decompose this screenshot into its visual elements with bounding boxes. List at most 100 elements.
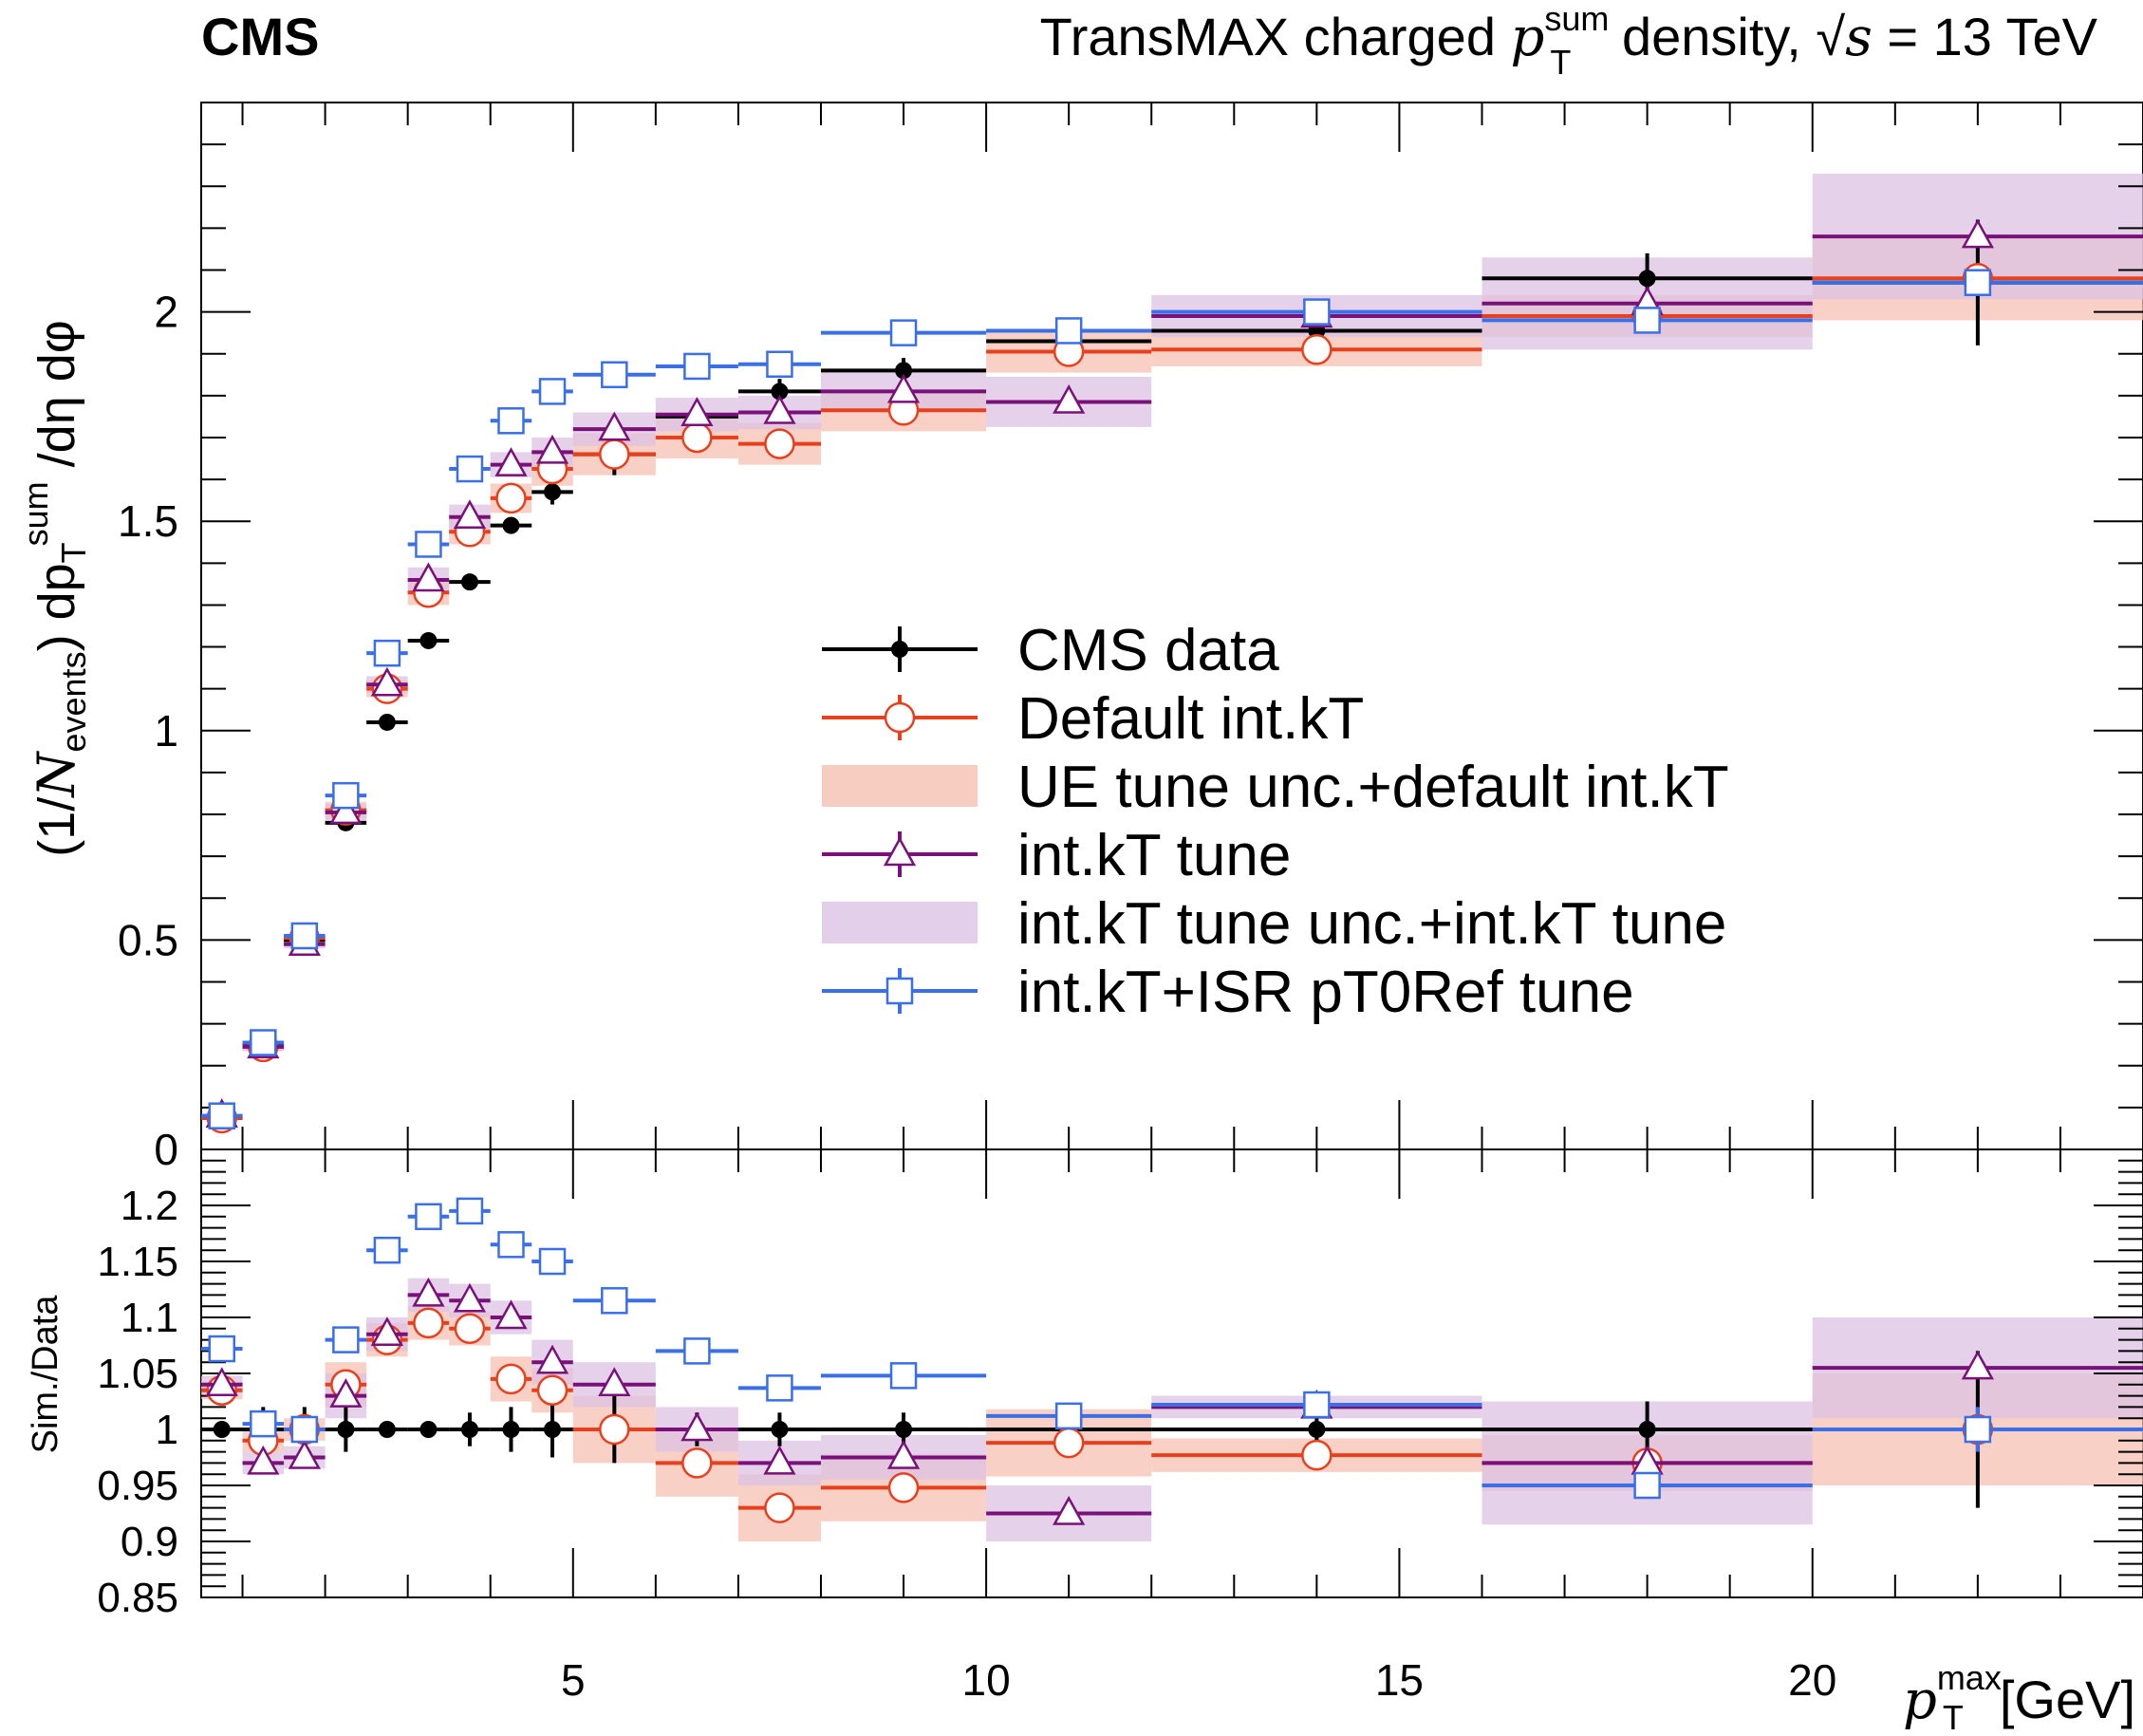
default-point bbox=[887, 1472, 920, 1503]
y-tick-label: 0.5 bbox=[118, 915, 178, 964]
legend-label: int.kT+ISR pT0Ref tune bbox=[1017, 960, 1634, 1025]
default-point bbox=[599, 439, 630, 470]
data-point bbox=[1638, 1421, 1656, 1438]
isr-point bbox=[332, 1326, 360, 1353]
data-point bbox=[895, 362, 913, 380]
data-point bbox=[1638, 270, 1656, 288]
isr-point bbox=[1964, 269, 1992, 296]
legend-swatch bbox=[822, 765, 978, 807]
y-tick-label: 1.15 bbox=[97, 1239, 178, 1285]
kt-point bbox=[494, 1299, 528, 1330]
x-tick-label: 15 bbox=[1375, 1655, 1424, 1705]
y-tick-label: 1 bbox=[154, 706, 178, 756]
isr-point bbox=[601, 361, 628, 389]
main-series bbox=[201, 218, 2143, 1134]
data-point bbox=[891, 641, 908, 658]
isr-point bbox=[290, 922, 319, 950]
y-tick-label: 0.95 bbox=[97, 1463, 178, 1509]
isr-point bbox=[766, 1374, 793, 1402]
ratio-y-axis-label: Sim./Data bbox=[26, 1295, 65, 1454]
data-point bbox=[460, 573, 478, 591]
kt-point bbox=[598, 411, 631, 441]
y-tick-label: 1 bbox=[156, 1407, 178, 1453]
isr-point bbox=[538, 378, 567, 405]
isr-point bbox=[208, 1335, 236, 1363]
isr-point bbox=[373, 639, 401, 667]
cms-brand: CMS bbox=[201, 7, 319, 66]
kt-point bbox=[535, 434, 569, 464]
kt-point bbox=[680, 397, 714, 426]
kt-point bbox=[329, 1378, 363, 1408]
default-point bbox=[536, 1374, 568, 1406]
isr-point bbox=[250, 1029, 277, 1056]
kt-point bbox=[370, 1316, 404, 1346]
data-point bbox=[419, 1421, 438, 1438]
data-point bbox=[502, 516, 520, 534]
legend-label: int.kT tune bbox=[1017, 823, 1291, 888]
kt-point bbox=[370, 666, 404, 697]
isr-point bbox=[290, 1415, 319, 1444]
isr-point bbox=[683, 1337, 711, 1365]
isr-point bbox=[415, 531, 442, 558]
kt-point bbox=[763, 1445, 796, 1475]
isr-point bbox=[208, 1102, 236, 1129]
isr-point bbox=[889, 319, 918, 346]
default-point bbox=[413, 1307, 444, 1339]
data-point bbox=[460, 1421, 478, 1438]
data-point bbox=[337, 1421, 355, 1438]
kt-point bbox=[1053, 1495, 1086, 1525]
data-point bbox=[771, 383, 789, 401]
title-sqrt-s: s bbox=[1845, 7, 1873, 68]
isr-point bbox=[601, 1287, 628, 1315]
main-y-axis-label: (1/Nevents) dpTsum /dη dφ bbox=[16, 320, 93, 857]
legend-label: UE tune unc.+default int.kT bbox=[1017, 755, 1729, 820]
y-tick-label: 0.9 bbox=[121, 1519, 178, 1565]
isr-point bbox=[1054, 317, 1083, 345]
kt-point bbox=[412, 1277, 445, 1307]
legend-entry: Default int.kT bbox=[822, 686, 1364, 752]
x-tick-label: 20 bbox=[1788, 1655, 1836, 1705]
kt-point bbox=[680, 1411, 714, 1442]
data-point bbox=[213, 1421, 231, 1438]
axis-ticks bbox=[201, 102, 2143, 1598]
default-point bbox=[764, 1492, 795, 1523]
data-point bbox=[378, 1421, 396, 1438]
kt-point bbox=[886, 373, 921, 403]
kt-point bbox=[886, 1439, 921, 1469]
title-sub: T bbox=[1550, 43, 1571, 82]
y-tick-label: 1.2 bbox=[121, 1183, 178, 1229]
legend-label: int.kT tune unc.+int.kT tune bbox=[1017, 891, 1726, 957]
default-point bbox=[1053, 1427, 1085, 1459]
isr-point bbox=[250, 1409, 277, 1438]
default-point bbox=[681, 421, 713, 454]
isr-point bbox=[1303, 298, 1331, 326]
default-point bbox=[454, 1313, 486, 1345]
legend-label: CMS data bbox=[1017, 618, 1279, 683]
isr-point bbox=[497, 407, 525, 435]
data-point bbox=[502, 1421, 520, 1438]
kt-point bbox=[763, 394, 796, 424]
data-point bbox=[771, 1421, 789, 1438]
isr-point bbox=[885, 977, 914, 1005]
y-tick-label: 2 bbox=[154, 288, 178, 337]
title-sup: sum bbox=[1544, 0, 1609, 38]
data-point bbox=[378, 713, 396, 731]
default-point bbox=[764, 428, 795, 459]
legend-swatch bbox=[822, 902, 978, 943]
chart-title: TransMAX charged psum T density, √s = 13 … bbox=[1040, 0, 2098, 82]
y-tick-label: 0 bbox=[154, 1125, 178, 1174]
legend-entry: int.kT+ISR pT0Ref tune bbox=[822, 960, 1634, 1025]
kt-point bbox=[412, 562, 445, 592]
isr-point bbox=[332, 781, 360, 810]
default-point bbox=[884, 701, 916, 734]
title-rest: density, bbox=[1607, 7, 1816, 66]
legend-entry: CMS data bbox=[822, 618, 1279, 683]
kt-point bbox=[535, 1344, 569, 1374]
legend-entry: int.kT tune bbox=[822, 823, 1291, 888]
y-tick-label: 1.1 bbox=[121, 1295, 178, 1341]
isr-point bbox=[538, 1247, 567, 1276]
kt-point bbox=[1961, 218, 1994, 249]
legend-label: Default int.kT bbox=[1017, 686, 1364, 752]
default-point bbox=[495, 1363, 527, 1395]
